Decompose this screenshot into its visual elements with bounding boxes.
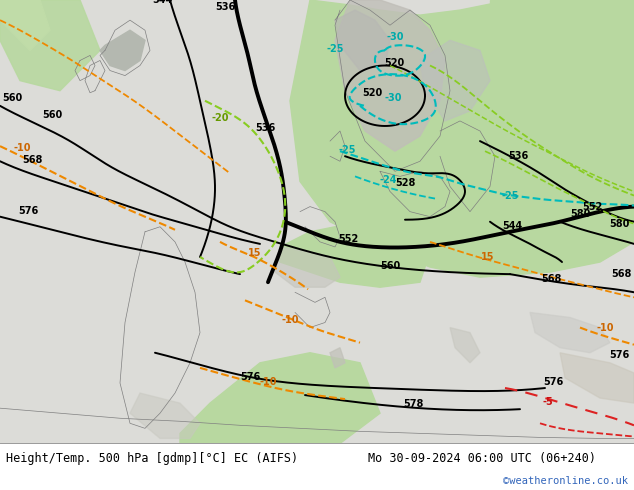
Text: 580: 580 (610, 219, 630, 229)
Polygon shape (420, 40, 490, 121)
Text: -30: -30 (386, 32, 404, 42)
Text: -5: -5 (543, 397, 553, 407)
Polygon shape (275, 247, 340, 287)
Polygon shape (290, 0, 634, 277)
Text: -30: -30 (384, 93, 402, 103)
Text: 580: 580 (570, 209, 590, 219)
Text: 520: 520 (384, 57, 404, 68)
Text: -25: -25 (327, 45, 344, 54)
Text: 552: 552 (582, 201, 602, 212)
Text: -10: -10 (259, 377, 277, 387)
Text: 15: 15 (249, 248, 262, 258)
Text: Mo 30-09-2024 06:00 UTC (06+240): Mo 30-09-2024 06:00 UTC (06+240) (368, 452, 596, 465)
Polygon shape (490, 0, 634, 121)
Text: 536: 536 (255, 123, 275, 133)
Text: 544: 544 (152, 0, 172, 5)
Text: 15: 15 (481, 252, 495, 262)
Text: -24: -24 (379, 175, 397, 185)
Polygon shape (560, 353, 634, 403)
Text: 576: 576 (18, 206, 38, 216)
Text: 544: 544 (502, 221, 522, 231)
Text: 536: 536 (215, 2, 235, 12)
Text: -10: -10 (281, 315, 299, 324)
Text: 560: 560 (380, 261, 400, 271)
Polygon shape (0, 0, 100, 91)
Text: 576: 576 (543, 377, 563, 387)
Polygon shape (450, 327, 480, 363)
Text: 536: 536 (508, 151, 528, 161)
Text: 576: 576 (240, 372, 260, 382)
Text: 568: 568 (22, 155, 42, 165)
Text: 568: 568 (612, 269, 632, 279)
Text: -10: -10 (13, 143, 31, 153)
Polygon shape (0, 0, 634, 443)
Polygon shape (180, 353, 380, 443)
Text: -25: -25 (339, 145, 356, 155)
Text: -25: -25 (501, 191, 519, 200)
Text: 568: 568 (541, 274, 561, 284)
Polygon shape (280, 222, 430, 287)
Polygon shape (0, 0, 50, 50)
Text: Height/Temp. 500 hPa [gdmp][°C] EC (AIFS): Height/Temp. 500 hPa [gdmp][°C] EC (AIFS… (6, 452, 299, 465)
Text: 528: 528 (395, 178, 415, 189)
Polygon shape (335, 0, 445, 151)
Text: 520: 520 (362, 88, 382, 98)
Text: -10: -10 (596, 322, 614, 333)
Text: 578: 578 (403, 399, 423, 409)
Polygon shape (530, 313, 610, 353)
Polygon shape (330, 348, 345, 368)
Polygon shape (100, 30, 145, 71)
Text: 576: 576 (610, 350, 630, 360)
Text: 560: 560 (42, 110, 62, 120)
Text: -20: -20 (211, 113, 229, 123)
Polygon shape (130, 393, 200, 439)
Text: 552: 552 (338, 234, 358, 244)
Polygon shape (335, 10, 390, 71)
Text: 560: 560 (2, 93, 22, 103)
Text: ©weatheronline.co.uk: ©weatheronline.co.uk (503, 476, 628, 486)
